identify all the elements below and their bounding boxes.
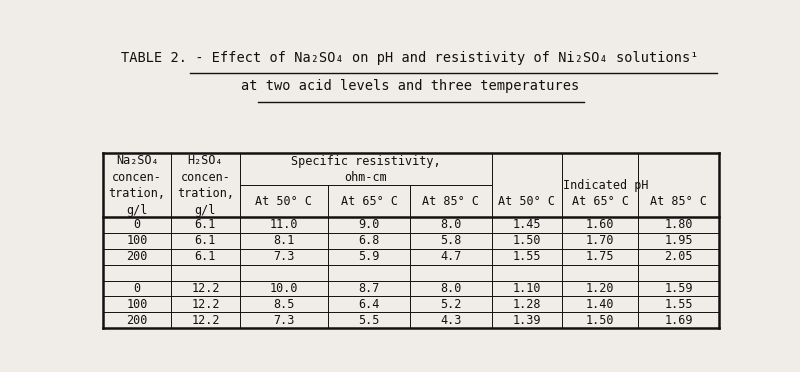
Text: 1.50: 1.50 xyxy=(513,234,541,247)
Text: 1.80: 1.80 xyxy=(664,218,693,231)
Text: At 50° C: At 50° C xyxy=(255,195,312,208)
Text: 2.05: 2.05 xyxy=(664,250,693,263)
Text: 1.75: 1.75 xyxy=(586,250,614,263)
Text: 5.5: 5.5 xyxy=(358,314,380,327)
Text: 1.95: 1.95 xyxy=(664,234,693,247)
Text: 6.1: 6.1 xyxy=(194,218,216,231)
Text: 5.2: 5.2 xyxy=(440,298,462,311)
Text: At 50° C: At 50° C xyxy=(498,195,555,208)
Text: 1.69: 1.69 xyxy=(664,314,693,327)
Text: 10.0: 10.0 xyxy=(270,282,298,295)
Text: At 65° C: At 65° C xyxy=(571,195,629,208)
Text: 200: 200 xyxy=(126,250,148,263)
Text: Indicated pH: Indicated pH xyxy=(562,179,648,192)
Text: At 65° C: At 65° C xyxy=(341,195,398,208)
Text: 0: 0 xyxy=(134,218,141,231)
Text: 12.2: 12.2 xyxy=(191,298,220,311)
Text: 1.59: 1.59 xyxy=(664,282,693,295)
Text: Specific resistivity,
ohm-cm: Specific resistivity, ohm-cm xyxy=(291,155,441,184)
Text: 100: 100 xyxy=(126,298,148,311)
Text: 1.45: 1.45 xyxy=(513,218,541,231)
Text: 7.3: 7.3 xyxy=(273,250,294,263)
Text: 9.0: 9.0 xyxy=(358,218,380,231)
Text: 11.0: 11.0 xyxy=(270,218,298,231)
Text: At 85° C: At 85° C xyxy=(422,195,479,208)
Text: 1.10: 1.10 xyxy=(513,282,541,295)
Text: 6.1: 6.1 xyxy=(194,250,216,263)
Text: 1.55: 1.55 xyxy=(664,298,693,311)
Text: 8.0: 8.0 xyxy=(440,282,462,295)
Text: 1.40: 1.40 xyxy=(586,298,614,311)
Text: 5.9: 5.9 xyxy=(358,250,380,263)
Text: 8.5: 8.5 xyxy=(273,298,294,311)
Text: 0: 0 xyxy=(134,282,141,295)
Text: 12.2: 12.2 xyxy=(191,314,220,327)
Text: 1.39: 1.39 xyxy=(513,314,541,327)
Text: 6.8: 6.8 xyxy=(358,234,380,247)
Text: 5.8: 5.8 xyxy=(440,234,462,247)
Text: 1.60: 1.60 xyxy=(586,218,614,231)
Text: 4.7: 4.7 xyxy=(440,250,462,263)
Text: 4.3: 4.3 xyxy=(440,314,462,327)
Text: H₂SO₄
concen-
tration,
g/l: H₂SO₄ concen- tration, g/l xyxy=(177,154,234,217)
Text: 8.7: 8.7 xyxy=(358,282,380,295)
Text: 12.2: 12.2 xyxy=(191,282,220,295)
Text: 8.1: 8.1 xyxy=(273,234,294,247)
Text: 1.20: 1.20 xyxy=(586,282,614,295)
Text: 6.1: 6.1 xyxy=(194,234,216,247)
Text: Na₂SO₄
concen-
tration,
g/l: Na₂SO₄ concen- tration, g/l xyxy=(109,154,166,217)
Text: TABLE 2. - Effect of Na₂SO₄ on pH and resistivity of Ni₂SO₄ solutions¹: TABLE 2. - Effect of Na₂SO₄ on pH and re… xyxy=(122,51,698,64)
Text: 6.4: 6.4 xyxy=(358,298,380,311)
Text: 1.70: 1.70 xyxy=(586,234,614,247)
Text: 200: 200 xyxy=(126,314,148,327)
Text: 1.28: 1.28 xyxy=(513,298,541,311)
Text: 1.55: 1.55 xyxy=(513,250,541,263)
Text: 7.3: 7.3 xyxy=(273,314,294,327)
Text: at two acid levels and three temperatures: at two acid levels and three temperature… xyxy=(241,79,579,93)
Text: At 85° C: At 85° C xyxy=(650,195,707,208)
Text: 100: 100 xyxy=(126,234,148,247)
Text: 8.0: 8.0 xyxy=(440,218,462,231)
Text: 1.50: 1.50 xyxy=(586,314,614,327)
